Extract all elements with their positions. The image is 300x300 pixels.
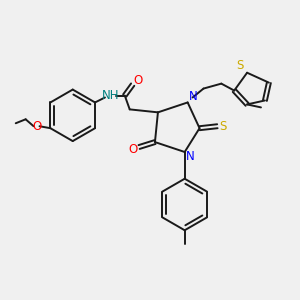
Text: O: O [32, 120, 41, 133]
Text: S: S [220, 120, 227, 133]
Text: NH: NH [102, 89, 120, 102]
Text: O: O [128, 142, 138, 155]
Text: N: N [189, 90, 198, 103]
Text: O: O [133, 74, 142, 87]
Text: S: S [236, 59, 244, 72]
Text: N: N [186, 150, 195, 164]
